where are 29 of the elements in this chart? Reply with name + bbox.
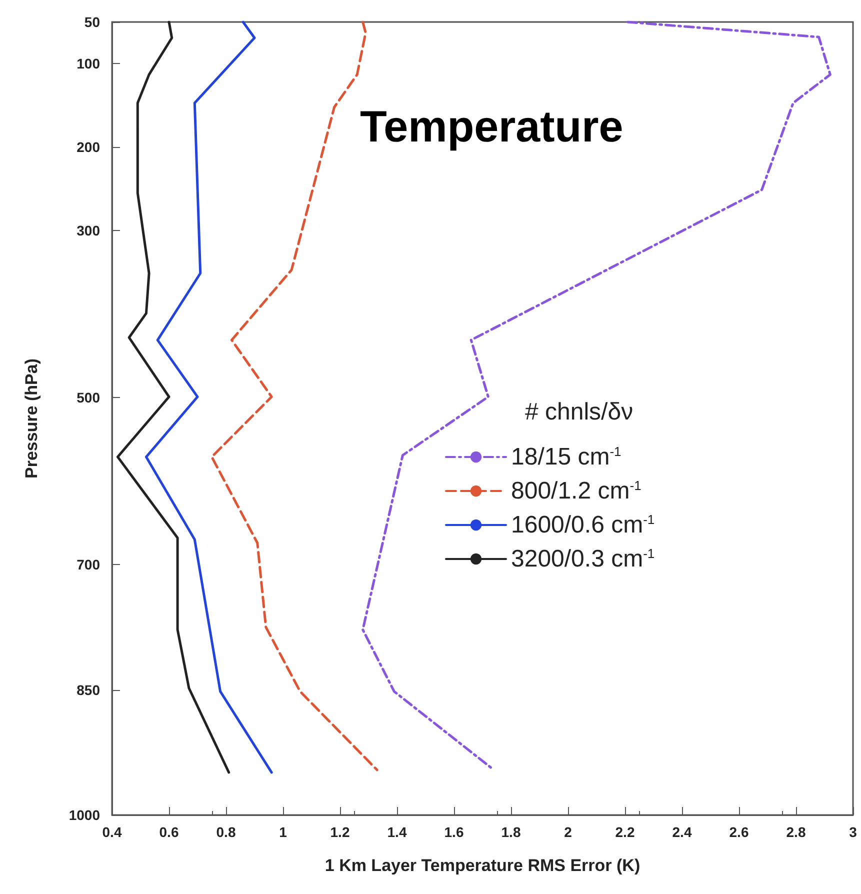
x-tick-label: 0.4 bbox=[102, 824, 122, 840]
x-tick-label: 2.4 bbox=[672, 824, 692, 840]
y-tick-label: 500 bbox=[76, 390, 100, 406]
x-tick-label: 0.6 bbox=[159, 824, 179, 840]
line-series bbox=[362, 20, 832, 772]
y-tick-label: 300 bbox=[76, 222, 100, 239]
x-tick-label: 2.8 bbox=[786, 824, 806, 840]
y-tick-label: 100 bbox=[76, 56, 100, 72]
x-axis-title: 1 Km Layer Temperature RMS Error (K) bbox=[324, 856, 640, 875]
line-series bbox=[116, 20, 230, 774]
y-tick-label: 700 bbox=[76, 556, 100, 573]
line-series bbox=[144, 20, 273, 774]
text: Temperature bbox=[360, 102, 624, 152]
x-tick-label: 1.4 bbox=[387, 824, 407, 840]
x-tick-label: 3 bbox=[849, 824, 858, 840]
x-tick-label: 0.8 bbox=[216, 824, 236, 840]
x-tick-label: 1 bbox=[279, 824, 288, 840]
x-tick-label: 1.8 bbox=[501, 824, 521, 840]
legend-title: # chnls/δν bbox=[525, 398, 634, 426]
x-tick-label: 2 bbox=[564, 824, 572, 840]
y-tick-label: 1000 bbox=[68, 807, 100, 823]
y-tick-label: 850 bbox=[76, 682, 100, 698]
x-tick-label: 2.6 bbox=[729, 824, 749, 840]
x-tick-label: 1.6 bbox=[444, 824, 464, 840]
x-tick-label: 1.2 bbox=[330, 824, 350, 840]
x-tick-label: 2.2 bbox=[615, 824, 635, 840]
y-tick-label: 50 bbox=[84, 14, 100, 30]
y-axis-title: Pressure (hPa) bbox=[22, 358, 41, 478]
y-tick-label: 200 bbox=[76, 139, 100, 156]
